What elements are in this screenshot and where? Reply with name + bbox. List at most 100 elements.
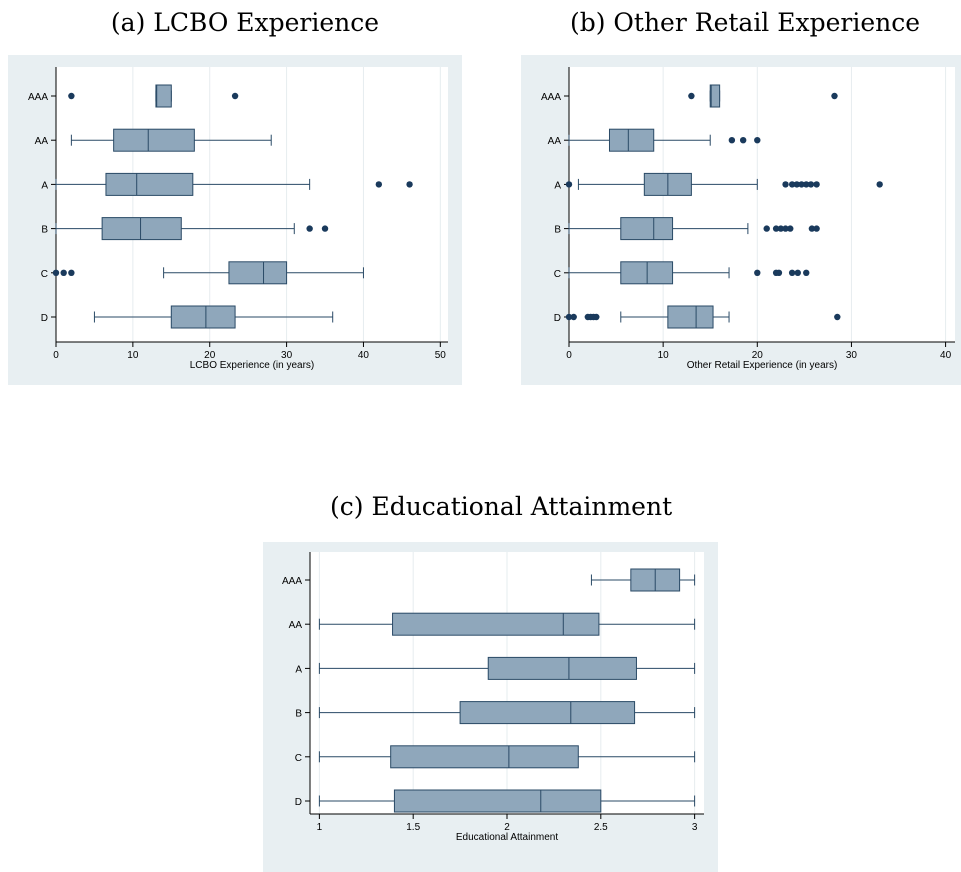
lcbo-x-tick-label-2: 20 <box>204 350 216 361</box>
lcbo-box-aa <box>113 128 195 152</box>
other-retail-outlier-b-3 <box>782 225 789 232</box>
other-retail-box-b <box>620 217 674 241</box>
other-retail-y-tick-label-b: B <box>554 225 561 236</box>
other-retail-outlier-aa-1 <box>739 137 747 144</box>
other-retail-x-tick-label-0: 0 <box>566 350 572 361</box>
lcbo-box-d <box>170 305 236 329</box>
lcbo-y-tick-label-a: A <box>41 180 48 191</box>
other-retail-y-tick-label-a: A <box>554 180 561 191</box>
other-retail-outlier-a-1 <box>782 181 789 188</box>
lcbo-outlier-a-1 <box>406 181 413 188</box>
lcbo-box-a <box>105 172 194 196</box>
caption-c: (c) Educational Attainment <box>330 492 673 521</box>
lcbo-outlier-b-0 <box>306 225 313 232</box>
lcbo-y-tick-label-aaa: AAA <box>28 92 48 103</box>
lcbo-y-tick-label-d: D <box>41 313 48 324</box>
other-retail-outlier-d-6 <box>834 313 841 321</box>
lcbo-y-tick-label-c: C <box>41 269 48 280</box>
chart-panel-lcbo-experience: 0 10 20 30 40 50 LCBO Experience (in years) AAA… <box>8 55 462 385</box>
lcbo-x-tick-label-3: 30 <box>281 350 293 361</box>
caption-b: (b) Other Retail Experience <box>569 8 921 37</box>
lcbo-x-tick-label-0: 0 <box>53 350 59 361</box>
lcbo-outlier-aaa-1 <box>231 92 239 100</box>
other-retail-outlier-b-0 <box>763 225 770 232</box>
other-retail-outlier-aaa-0 <box>688 92 695 100</box>
other-retail-y-tick-label-d: D <box>554 313 561 324</box>
chart-panel-other-retail-experience: 0 10 20 30 40 Other Retail Experience (in yea… <box>521 55 961 385</box>
other-retail-y-tick-label-aa: AA <box>548 136 562 147</box>
other-retail-outlier-b-6 <box>813 225 820 232</box>
other-retail-box-aaa <box>709 84 721 108</box>
education-x-tick-label-2: 2 <box>504 822 510 833</box>
lcbo-x-tick-label-1: 10 <box>127 350 139 361</box>
lcbo-y-tick-label-b: B <box>41 225 48 236</box>
education-y-tick-label-d: D <box>295 797 302 808</box>
other-retail-plot-area <box>569 67 955 342</box>
other-retail-outlier-aa-2 <box>754 137 761 144</box>
other-retail-outlier-c-4 <box>794 269 801 276</box>
lcbo-x-axis-title: LCBO Experience (in years) <box>190 360 315 371</box>
other-retail-outlier-b-2 <box>777 225 785 232</box>
lcbo-outlier-c-1 <box>60 269 67 276</box>
education-y-tick-label-c: C <box>295 753 302 764</box>
lcbo-x-tick-label-4: 40 <box>358 350 370 361</box>
education-y-tick-label-a: A <box>295 664 302 675</box>
education-x-tick-label-1: 1.5 <box>406 822 420 833</box>
other-retail-outlier-b-4 <box>787 225 794 232</box>
other-retail-outlier-a-0 <box>565 181 573 188</box>
other-retail-x-tick-label-2: 20 <box>752 350 764 361</box>
other-retail-y-tick-label-aaa: AAA <box>541 92 561 103</box>
other-retail-box-aa <box>608 128 655 152</box>
other-retail-outlier-a-8 <box>876 181 883 188</box>
education-box-d <box>393 789 602 813</box>
other-retail-outlier-a-7 <box>813 181 820 188</box>
education-x-axis-title: Educational Attainment <box>456 832 559 843</box>
other-retail-x-tick-label-3: 30 <box>846 350 858 361</box>
other-retail-outlier-aaa-1 <box>831 92 838 100</box>
other-retail-outlier-c-5 <box>803 269 810 276</box>
lcbo-outlier-c-0 <box>52 269 60 276</box>
chart-panel-educational-attainment: 1 1.5 2 2.5 3 Educational Attainment AAA AA A B C D <box>263 542 718 872</box>
lcbo-plot-area <box>56 67 448 342</box>
other-retail-outlier-d-1 <box>570 313 577 321</box>
education-y-tick-label-b: B <box>295 709 302 720</box>
education-x-tick-label-4: 3 <box>692 822 698 833</box>
other-retail-outlier-b-5 <box>808 225 816 232</box>
education-y-tick-label-aaa: AAA <box>282 576 302 587</box>
chart-svg-other-retail: 0 10 20 30 40 Other Retail Experience (in yea… <box>521 55 961 385</box>
education-box-a <box>487 656 637 680</box>
lcbo-y-tick-label-aa: AA <box>35 136 49 147</box>
other-retail-outlier-aa-0 <box>728 137 736 144</box>
lcbo-outlier-b-1 <box>321 225 329 232</box>
other-retail-outlier-a-4 <box>798 181 805 188</box>
other-retail-outlier-c-0 <box>754 269 761 276</box>
education-x-tick-label-3: 2.5 <box>594 822 608 833</box>
lcbo-outlier-aaa-0 <box>68 92 75 100</box>
lcbo-box-c <box>228 261 288 285</box>
other-retail-x-tick-label-1: 10 <box>658 350 670 361</box>
other-retail-outlier-a-3 <box>793 181 801 188</box>
other-retail-box-d <box>667 305 714 329</box>
education-y-tick-label-aa: AA <box>289 620 303 631</box>
other-retail-outlier-d-0 <box>565 313 573 321</box>
other-retail-outlier-c-3 <box>788 269 796 276</box>
lcbo-box-b <box>101 217 182 241</box>
other-retail-y-tick-label-c: C <box>554 269 561 280</box>
other-retail-outlier-a-6 <box>807 181 815 188</box>
lcbo-outlier-a-0 <box>375 181 383 188</box>
other-retail-outlier-b-1 <box>772 225 780 232</box>
caption-a: (a) LCBO Experience <box>110 8 380 37</box>
education-box-aa <box>392 612 600 636</box>
other-retail-x-axis-title: Other Retail Experience (in years) <box>687 360 838 371</box>
education-box-b <box>459 701 636 725</box>
lcbo-x-tick-label-5: 50 <box>435 350 447 361</box>
lcbo-box-aaa <box>155 84 172 108</box>
other-retail-outlier-a-2 <box>788 181 796 188</box>
lcbo-outlier-c-2 <box>68 269 75 276</box>
education-x-tick-label-0: 1 <box>317 822 323 833</box>
other-retail-x-tick-label-4: 40 <box>940 350 952 361</box>
other-retail-outlier-a-5 <box>803 181 810 188</box>
other-retail-outlier-d-5 <box>593 313 600 321</box>
